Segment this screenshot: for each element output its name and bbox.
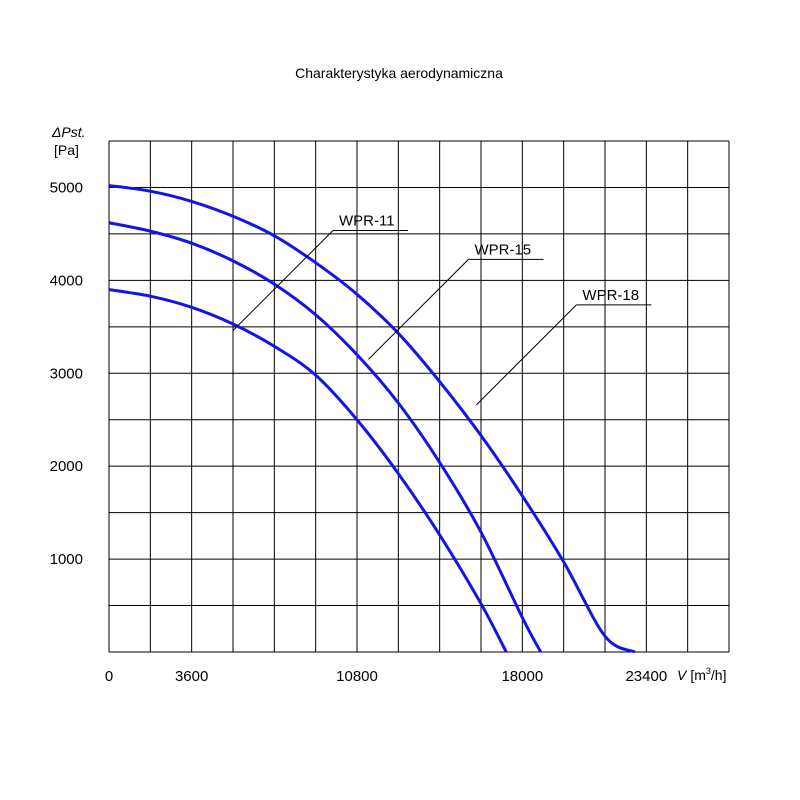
series-label-wpr-11: WPR-11	[339, 213, 395, 230]
x-tick-label: 3600	[175, 668, 208, 685]
series-lines	[108, 184, 636, 654]
series-line-wpr-11	[108, 288, 508, 653]
series-label-wpr-15: WPR-15	[474, 241, 531, 258]
y-tick-label: 4000	[50, 272, 83, 289]
x-axis-label-unit-sup: 3	[706, 666, 711, 676]
y-axis-label-unit: [Pa]	[54, 142, 79, 158]
annotation-leader	[476, 304, 577, 406]
x-axis-label-symbol: V	[677, 667, 688, 683]
chart-grid	[108, 140, 730, 653]
x-axis-label: V [m3/h]	[677, 666, 727, 683]
x-axis-label-unit-prefix: [m	[690, 667, 706, 683]
x-tick-label: 23400	[625, 668, 667, 685]
x-tick-label: 0	[105, 668, 113, 685]
annotation-leader	[232, 230, 334, 331]
annotation-leader	[368, 258, 469, 360]
chart-title: Charakterystyka aerodynamiczna	[295, 65, 503, 81]
series-annotations: WPR-11 WPR-15 WPR-18	[232, 213, 652, 406]
y-tick-label: 1000	[50, 551, 83, 568]
x-tick-label: 18000	[501, 668, 543, 685]
y-axis-label-symbol: ΔPst.	[51, 124, 86, 140]
x-tick-label: 10800	[336, 668, 378, 685]
series-line-wpr-18	[108, 184, 636, 654]
y-tick-label: 5000	[50, 179, 83, 196]
x-axis-label-unit-suffix: /h]	[711, 667, 727, 683]
x-axis-ticks: 0 3600 10800 18000 23400	[105, 668, 667, 685]
y-axis-ticks: 1000 2000 3000 4000 5000	[50, 179, 83, 568]
y-tick-label: 3000	[50, 365, 83, 382]
series-line-wpr-15	[108, 221, 543, 653]
series-label-wpr-18: WPR-18	[582, 287, 639, 304]
y-tick-label: 2000	[50, 458, 83, 475]
